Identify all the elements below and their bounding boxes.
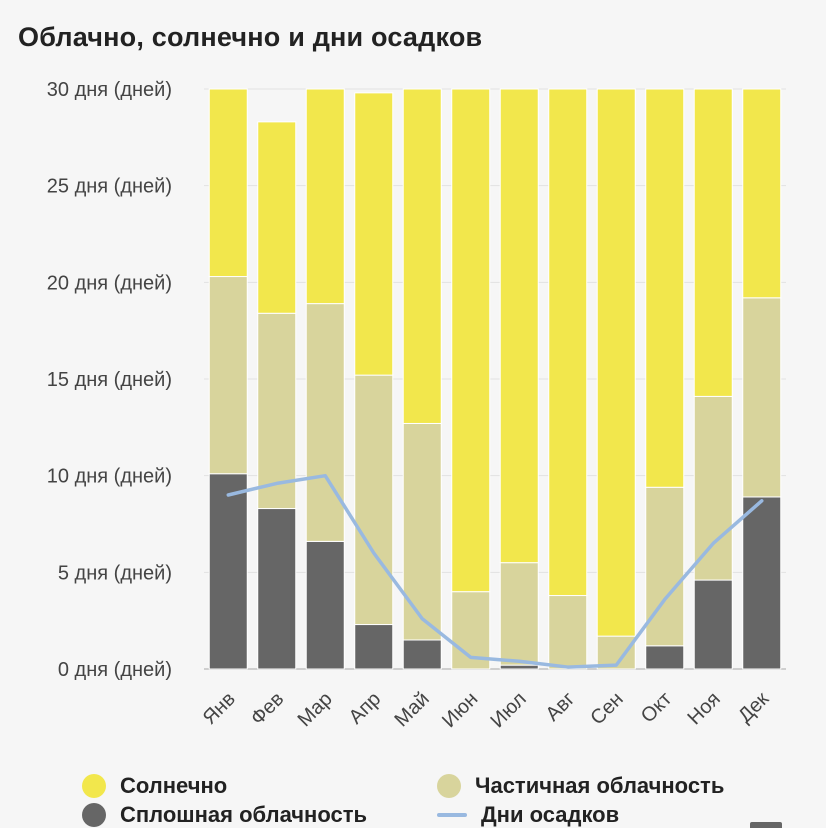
legend-label-sunny: Солнечно [120, 773, 228, 798]
y-tick-label: 30 дня (дней) [47, 79, 172, 101]
bar-sunny[interactable] [305, 88, 345, 305]
bar-partly-cloudy[interactable] [645, 486, 685, 647]
y-tick-label: 15 дня (дней) [47, 369, 172, 391]
legend-item-precipitation[interactable]: Дни осадков [437, 802, 619, 828]
precipitation-line-layer [226, 473, 764, 669]
bar-overcast[interactable] [693, 579, 733, 670]
bar-partly-cloudy[interactable] [208, 276, 248, 475]
chart-title: Облачно, солнечно и дни осадков [18, 22, 483, 52]
x-axis-ticks: Янв Фев Мар Апр Май Июн Июл Авг Сен Окт Ноя Дек [199, 688, 774, 732]
bar-sunny[interactable] [596, 88, 636, 637]
bar-sunny[interactable] [208, 88, 248, 278]
legend-label-precipitation: Дни осадков [481, 802, 620, 827]
legend-label-overcast: Сплошная облачность [120, 802, 367, 827]
legend-marker-overcast [82, 803, 106, 827]
bar-overcast[interactable] [402, 639, 442, 670]
x-tick-label: Янв [199, 688, 240, 729]
bar-partly-cloudy[interactable] [693, 395, 733, 581]
y-tick-label: 10 дня (дней) [47, 466, 172, 488]
bar-overcast[interactable] [354, 624, 394, 670]
y-tick-label: 25 дня (дней) [47, 176, 172, 198]
y-axis-ticks: 0 дня (дней) 5 дня (дней) 10 дня (дней) 15 … [47, 79, 172, 681]
legend-item-partly-cloudy[interactable]: Частичная облачность [437, 773, 724, 799]
x-tick-label: Июл [487, 688, 531, 732]
bar-sunny[interactable] [451, 88, 491, 593]
bar-overcast[interactable] [742, 496, 782, 670]
bar-sunny[interactable] [499, 88, 539, 564]
legend-item-sunny[interactable]: Солнечно [82, 773, 227, 799]
bar-overcast[interactable] [257, 508, 297, 670]
y-tick-label: 0 дня (дней) [58, 659, 172, 681]
precipitation-line[interactable] [226, 473, 764, 669]
x-tick-label: Авг [542, 688, 580, 726]
bar-overcast[interactable] [305, 540, 345, 670]
bar-sunny[interactable] [548, 88, 588, 597]
x-tick-label: Дек [734, 688, 773, 727]
legend-marker-sunny [82, 774, 106, 798]
bar-sunny[interactable] [742, 88, 782, 299]
x-tick-label: Ноя [683, 688, 724, 729]
bar-overcast[interactable] [499, 664, 539, 670]
bar-partly-cloudy[interactable] [742, 297, 782, 498]
bar-partly-cloudy[interactable] [499, 562, 539, 666]
bar-sunny[interactable] [354, 92, 394, 376]
x-tick-label: Мар [294, 688, 337, 731]
y-tick-label: 20 дня (дней) [47, 272, 172, 294]
x-tick-label: Июн [438, 688, 482, 732]
bar-sunny[interactable] [257, 121, 297, 314]
x-tick-label: Апр [345, 688, 386, 729]
bars [208, 88, 782, 670]
grid-lines [204, 88, 786, 670]
legend-marker-partly-cloudy [437, 774, 461, 798]
x-tick-label: Фев [247, 688, 289, 730]
menu-icon[interactable] [750, 822, 782, 828]
bar-sunny[interactable] [693, 88, 733, 397]
x-tick-label: Сен [586, 688, 627, 729]
x-tick-label: Окт [637, 688, 676, 727]
bar-partly-cloudy[interactable] [354, 374, 394, 626]
bar-sunny[interactable] [645, 88, 685, 488]
bar-partly-cloudy[interactable] [402, 422, 442, 641]
bar-partly-cloudy[interactable] [257, 312, 297, 510]
bar-overcast[interactable] [645, 645, 685, 670]
bar-partly-cloudy[interactable] [305, 303, 345, 542]
bar-partly-cloudy[interactable] [548, 595, 588, 670]
legend-marker-precipitation [437, 813, 467, 817]
legend-label-partly-cloudy: Частичная облачность [475, 773, 725, 798]
x-tick-label: Май [391, 688, 434, 731]
bar-overcast[interactable] [208, 473, 248, 670]
legend-item-overcast[interactable]: Сплошная облачность [82, 802, 367, 828]
y-tick-label: 5 дня (дней) [58, 562, 172, 584]
bar-sunny[interactable] [402, 88, 442, 424]
